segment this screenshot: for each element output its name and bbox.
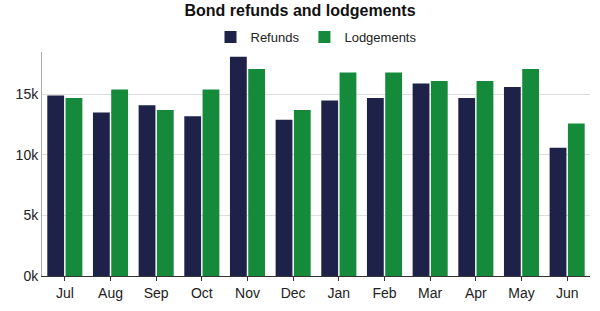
svg-text:Dec: Dec [281, 285, 306, 301]
svg-text:0k: 0k [23, 268, 39, 284]
svg-text:Apr: Apr [465, 285, 487, 301]
svg-text:Aug: Aug [98, 285, 123, 301]
svg-text:Nov: Nov [235, 285, 260, 301]
svg-text:Lodgements: Lodgements [344, 30, 416, 45]
svg-text:Sep: Sep [144, 285, 169, 301]
svg-text:5k: 5k [23, 207, 39, 223]
svg-text:May: May [508, 285, 534, 301]
svg-text:Oct: Oct [191, 285, 213, 301]
svg-text:Jun: Jun [556, 285, 579, 301]
svg-text:15k: 15k [16, 86, 40, 102]
svg-text:Jan: Jan [328, 285, 351, 301]
svg-text:Refunds: Refunds [251, 30, 300, 45]
svg-text:Jul: Jul [56, 285, 74, 301]
svg-text:Feb: Feb [372, 285, 396, 301]
svg-text:Bond refunds and lodgements: Bond refunds and lodgements [184, 2, 415, 19]
svg-text:10k: 10k [16, 147, 40, 163]
svg-text:Mar: Mar [418, 285, 442, 301]
